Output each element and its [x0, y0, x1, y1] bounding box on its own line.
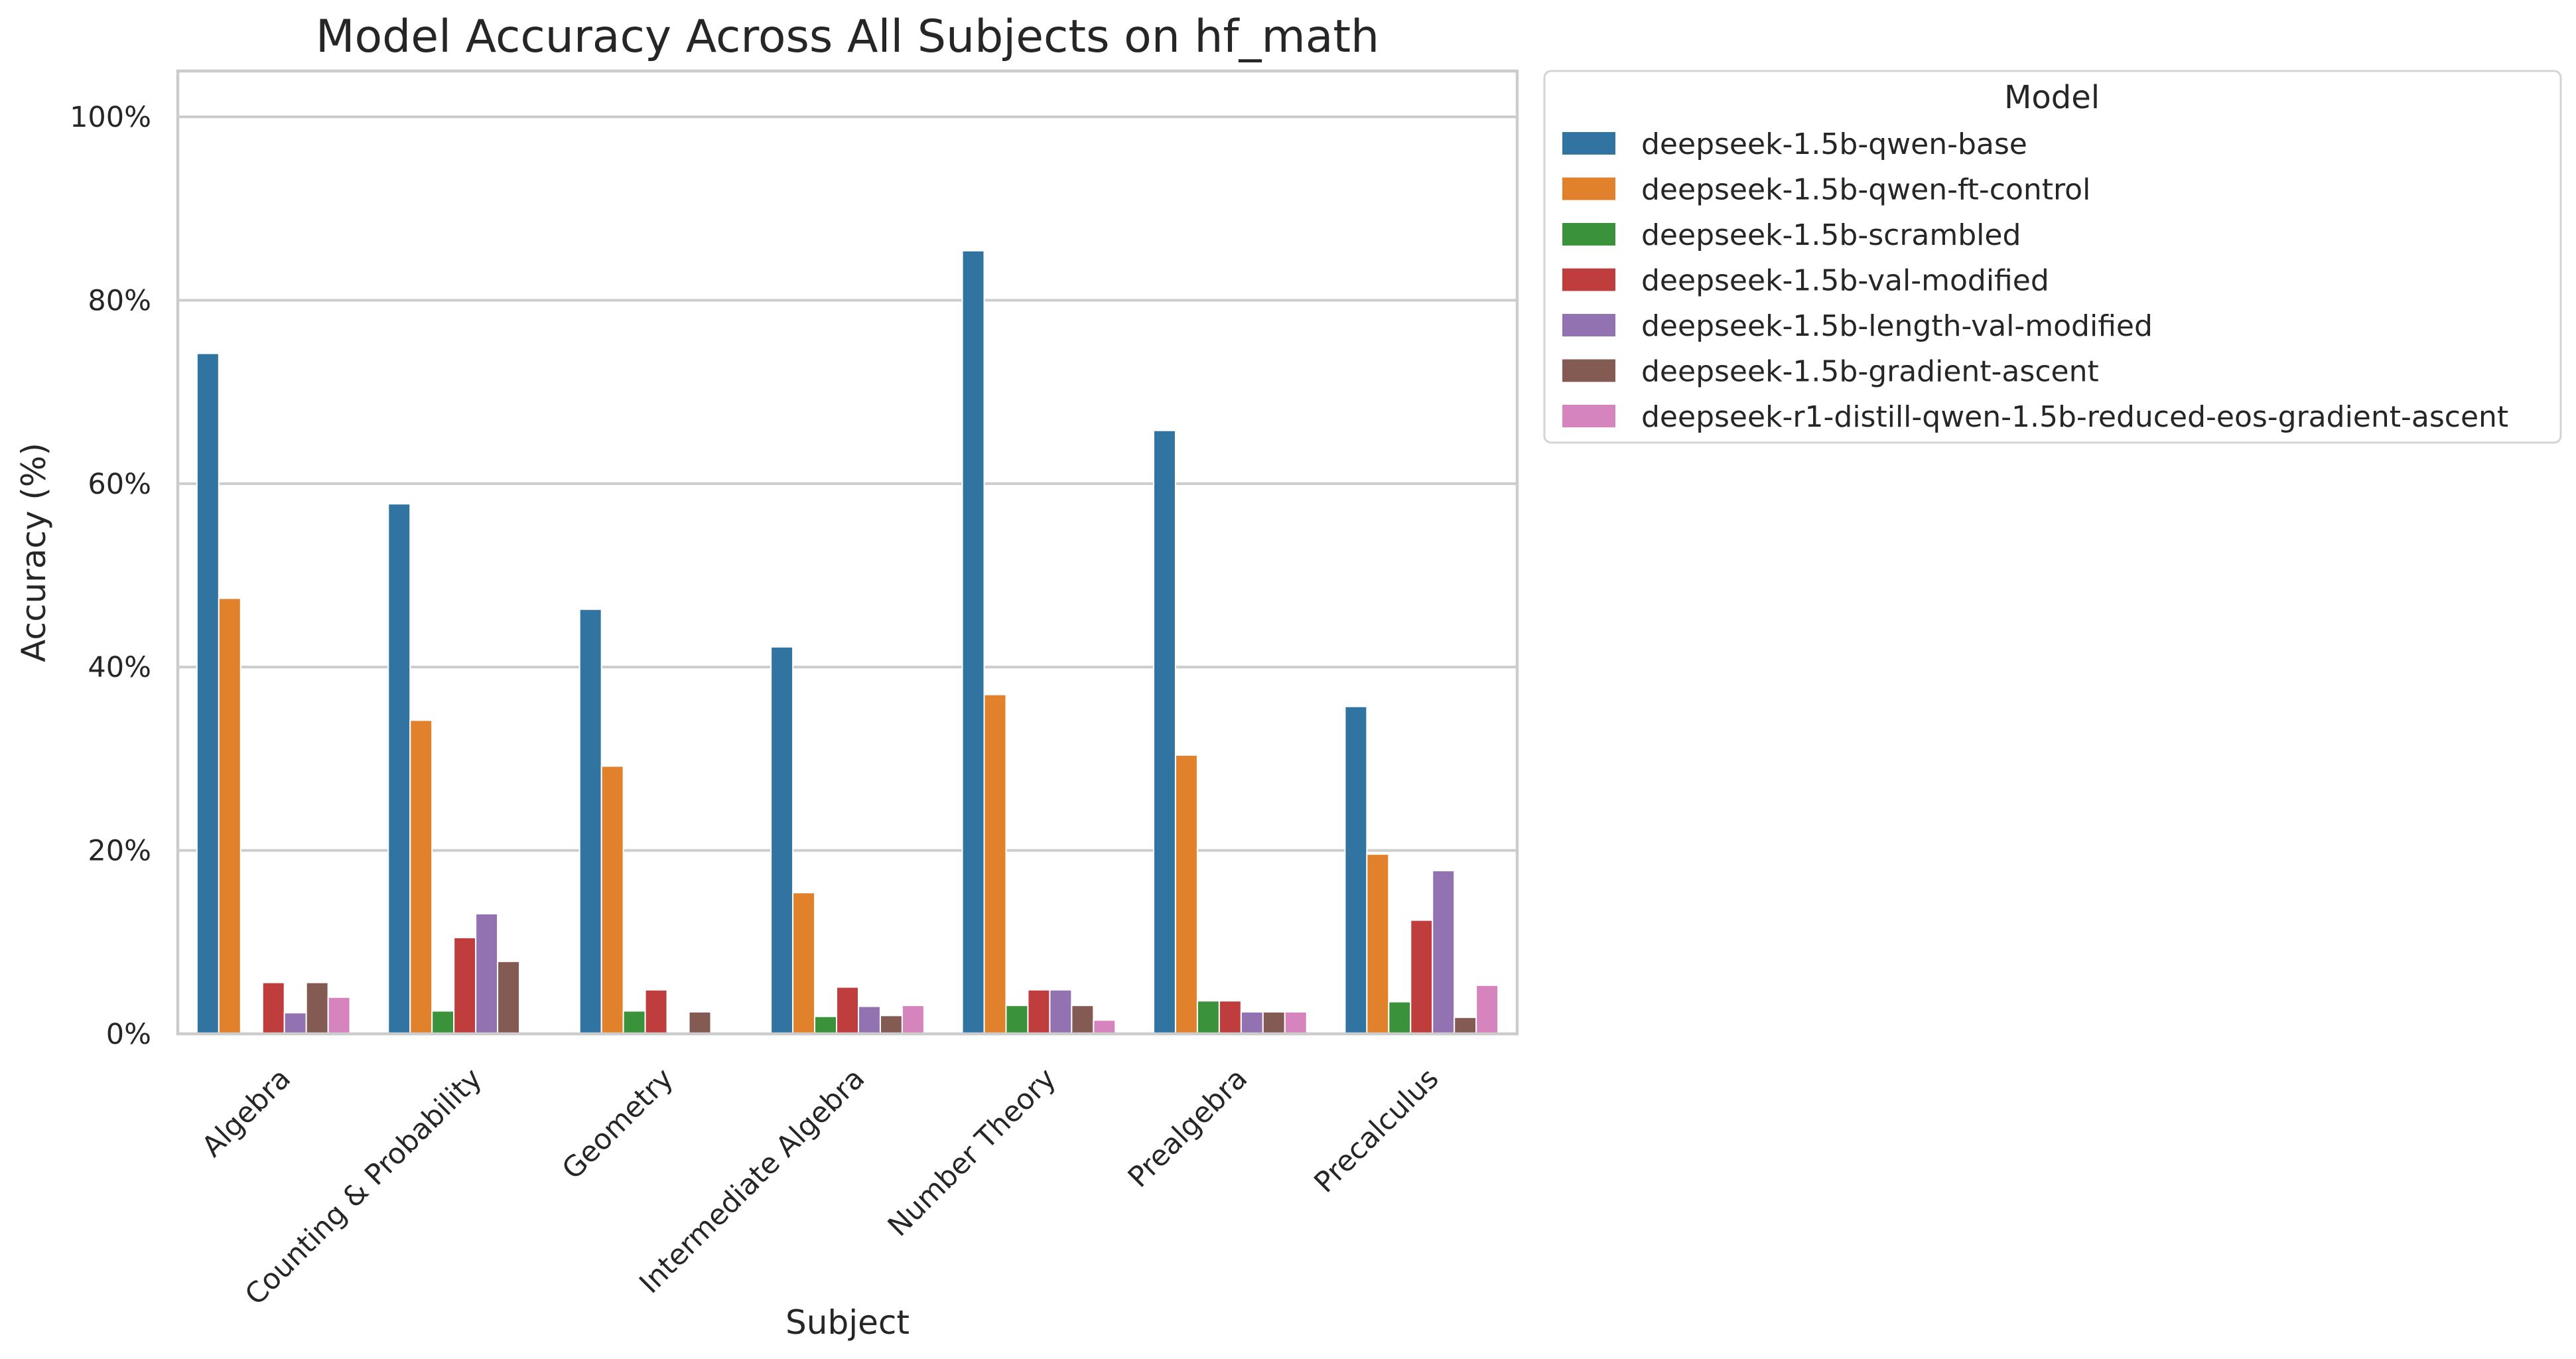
- series-deepseek-1.5b-gradient-ascent: [305, 960, 1477, 1035]
- legend-swatch: [1562, 268, 1615, 291]
- legend-label: deepseek-1.5b-qwen-base: [1641, 127, 2027, 161]
- bar: [1410, 919, 1434, 1035]
- bar: [1388, 1001, 1412, 1035]
- bar: [305, 981, 329, 1035]
- legend-swatch: [1562, 177, 1615, 200]
- bar: [901, 1005, 925, 1035]
- legend-item: deepseek-1.5b-qwen-base: [1562, 127, 2027, 161]
- bar: [1196, 1000, 1220, 1035]
- series-deepseek-1.5b-qwen-ft-control: [218, 597, 1390, 1035]
- legend-item: deepseek-1.5b-val-modified: [1562, 264, 2049, 298]
- legend-swatch: [1562, 405, 1615, 427]
- bar: [1344, 705, 1368, 1035]
- bar: [814, 1015, 838, 1035]
- bar: [961, 250, 985, 1035]
- legend-items: deepseek-1.5b-qwen-base deepseek-1.5b-qwe…: [1562, 127, 2508, 434]
- x-tick-label: Prealgebra: [1122, 1062, 1254, 1194]
- bar: [600, 765, 624, 1035]
- legend-swatch: [1562, 223, 1615, 246]
- legend-item: deepseek-r1-distill-qwen-1.5b-reduced-eo…: [1562, 400, 2508, 434]
- bar: [497, 960, 521, 1035]
- x-tick-label: Precalculus: [1308, 1062, 1446, 1199]
- bar: [283, 1012, 307, 1035]
- bar: [409, 719, 433, 1035]
- bar: [1262, 1011, 1286, 1035]
- bar: [327, 996, 351, 1035]
- bar: [1005, 1005, 1029, 1035]
- series-deepseek-1.5b-val-modified: [261, 919, 1434, 1035]
- legend-item: deepseek-1.5b-gradient-ascent: [1562, 355, 2099, 389]
- bar: [1475, 984, 1499, 1035]
- x-tick-label: Algebra: [196, 1062, 297, 1163]
- bar: [1284, 1011, 1308, 1035]
- bar: [475, 912, 499, 1035]
- y-tick-label: 80%: [88, 284, 151, 317]
- legend-item: deepseek-1.5b-scrambled: [1562, 218, 2021, 252]
- bar: [218, 597, 241, 1035]
- bar: [1454, 1017, 1477, 1035]
- legend-label: deepseek-1.5b-qwen-ft-control: [1641, 173, 2090, 207]
- bar: [836, 986, 859, 1035]
- legend-label: deepseek-1.5b-gradient-ascent: [1641, 355, 2099, 389]
- bar: [879, 1015, 903, 1035]
- bar: [1432, 870, 1456, 1035]
- legend-label: deepseek-1.5b-val-modified: [1641, 264, 2049, 298]
- bar: [1071, 1005, 1095, 1035]
- bar: [983, 693, 1007, 1035]
- bar: [1027, 989, 1051, 1035]
- legend: Model deepseek-1.5b-qwen-basedeepseek-1.…: [1543, 70, 2562, 444]
- x-tick-label: Geometry: [556, 1062, 680, 1186]
- bar: [688, 1011, 712, 1035]
- series-deepseek-r1-distill-qwen-1.5b-reduced-eos-gradient-ascent: [327, 984, 1499, 1035]
- bar: [387, 503, 411, 1035]
- chart-title: Model Accuracy Across All Subjects on hf…: [316, 11, 1379, 63]
- y-axis-label: Accuracy (%): [15, 443, 53, 662]
- x-tick-label: Intermediate Algebra: [633, 1062, 871, 1300]
- bar: [431, 1010, 455, 1035]
- y-axis-ticks: 0% 20% 40% 60% 80% 100%: [70, 101, 151, 1051]
- plot-frame: [176, 69, 1519, 1036]
- legend-item: deepseek-1.5b-length-val-modified: [1562, 309, 2153, 343]
- legend-label: deepseek-1.5b-scrambled: [1641, 218, 2021, 252]
- bar: [622, 1010, 646, 1035]
- bar: [1366, 853, 1390, 1035]
- legend-label: deepseek-r1-distill-qwen-1.5b-reduced-eo…: [1641, 400, 2508, 434]
- gridlines: [178, 115, 1517, 1035]
- y-tick-label: 60%: [88, 468, 151, 501]
- legend-item: deepseek-1.5b-qwen-ft-control: [1562, 173, 2090, 207]
- bar: [1093, 1019, 1117, 1035]
- bar: [792, 892, 816, 1035]
- bar: [261, 981, 285, 1035]
- y-tick-label: 40%: [88, 651, 151, 684]
- legend-swatch: [1562, 314, 1615, 336]
- series-deepseek-1.5b-length-val-modified: [283, 870, 1456, 1035]
- bar: [857, 1005, 881, 1035]
- x-axis-label: Subject: [785, 1303, 910, 1342]
- y-tick-label: 0%: [106, 1018, 151, 1051]
- series-deepseek-1.5b-qwen-base: [196, 250, 1368, 1035]
- bar: [578, 608, 602, 1035]
- bar: [1218, 1000, 1242, 1035]
- bar: [1049, 989, 1073, 1035]
- bar: [1174, 754, 1198, 1035]
- legend-title: Model: [2004, 79, 2100, 116]
- y-tick-label: 20%: [88, 835, 151, 868]
- bar: [1152, 429, 1176, 1035]
- bar: [644, 989, 668, 1035]
- bar: [196, 352, 220, 1035]
- legend-swatch: [1562, 359, 1615, 382]
- legend-frame: [1543, 70, 2562, 444]
- bars: [196, 250, 1499, 1035]
- bar: [1240, 1011, 1264, 1035]
- x-tick-label: Number Theory: [882, 1062, 1063, 1243]
- legend-swatch: [1562, 132, 1615, 155]
- legend-label: deepseek-1.5b-length-val-modified: [1641, 309, 2153, 343]
- y-tick-label: 100%: [70, 101, 151, 134]
- bar: [453, 936, 477, 1035]
- bar: [770, 646, 794, 1035]
